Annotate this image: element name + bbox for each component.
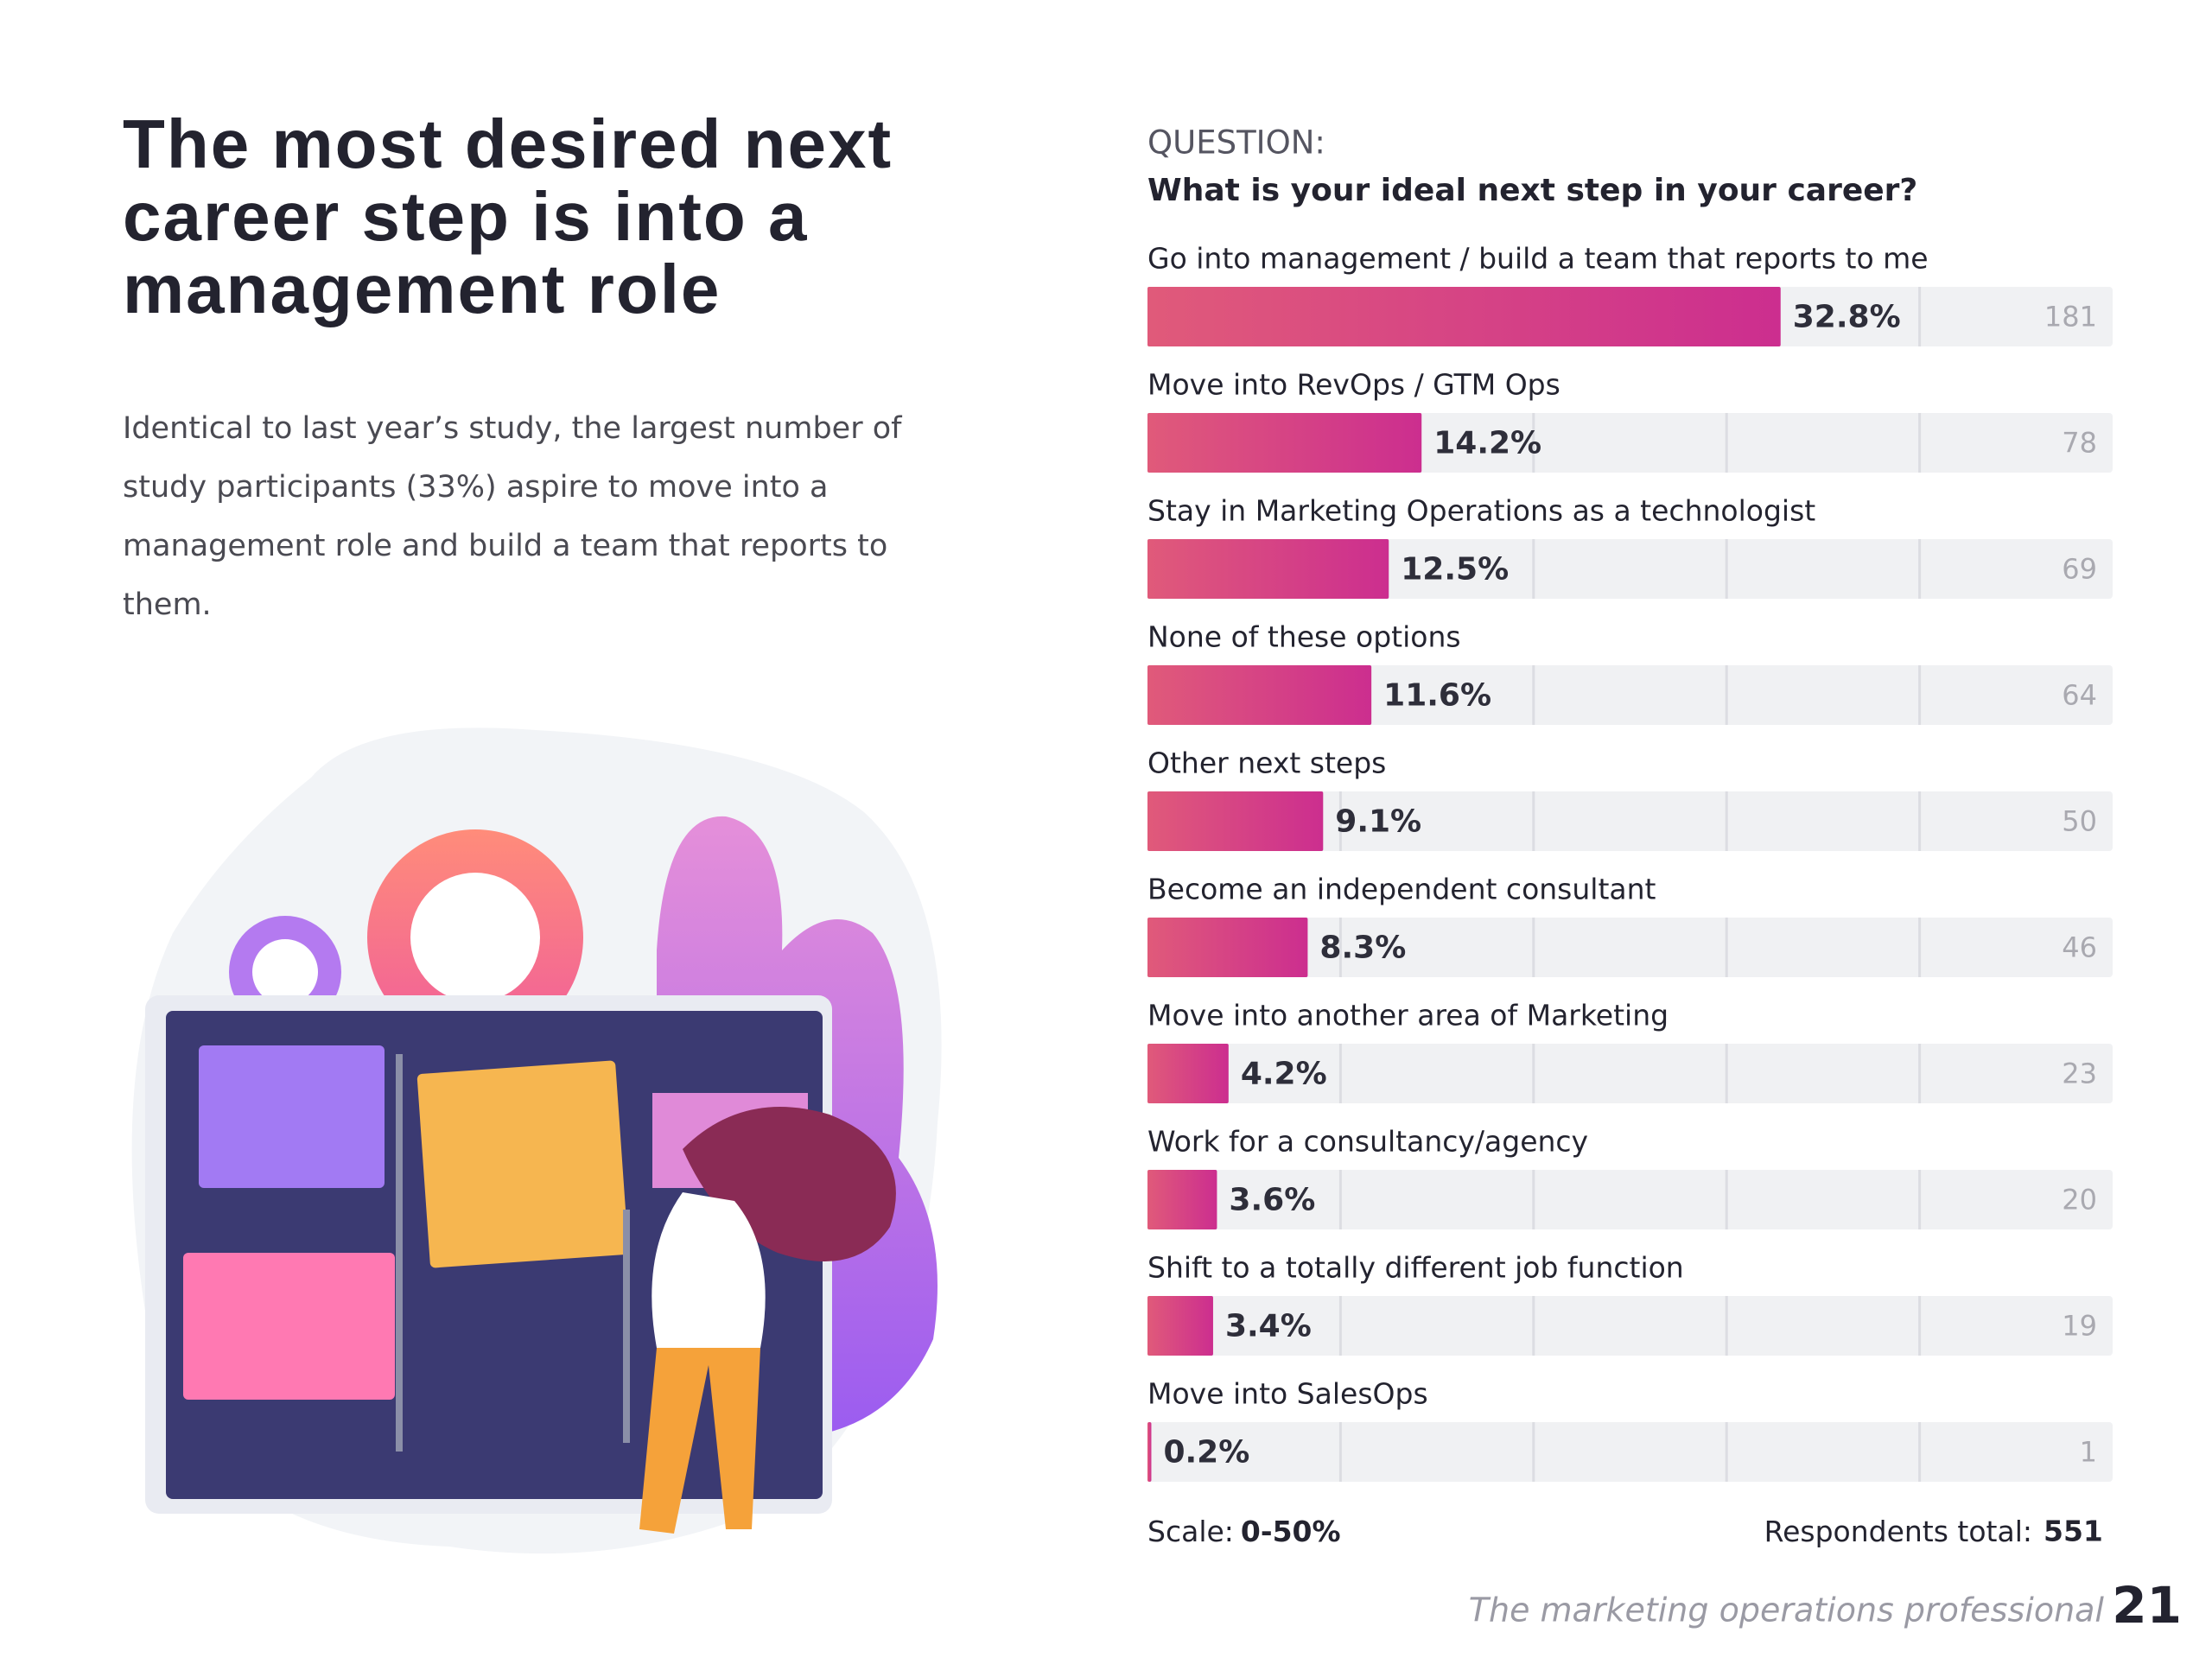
value-label: 3.6% [1229, 1183, 1315, 1218]
question-eyebrow: QUESTION: [1147, 124, 1325, 162]
publication: The marketing operations professional [1469, 1591, 2105, 1629]
illustration [131, 727, 942, 1554]
count-label: 20 [2062, 1184, 2097, 1217]
category-label: Move into another area of Marketing [1147, 999, 1669, 1032]
bar [1147, 539, 1389, 599]
bar [1147, 1044, 1229, 1103]
category-label: Move into RevOps / GTM Ops [1147, 368, 1560, 402]
count-label: 19 [2062, 1310, 2097, 1343]
category-label: Shift to a totally different job functio… [1147, 1251, 1684, 1285]
bar [1147, 791, 1324, 851]
value-label: 14.2% [1433, 426, 1541, 461]
bar-track [1147, 791, 2113, 851]
bar [1147, 1296, 1213, 1356]
count-label: 1 [2080, 1436, 2097, 1469]
scale-value: 0-50% [1241, 1515, 1341, 1548]
bar-track [1147, 1170, 2113, 1229]
bar [1147, 413, 1422, 473]
bar [1147, 287, 1781, 346]
category-label: Work for a consultancy/agency [1147, 1125, 1588, 1159]
count-label: 50 [2062, 805, 2097, 838]
bar-track [1147, 1296, 2113, 1356]
category-label: Become an independent consultant [1147, 873, 1656, 906]
category-label: None of these options [1147, 620, 1461, 654]
total: Respondents total: [1764, 1515, 2032, 1548]
value-label: 12.5% [1401, 552, 1509, 588]
value-label: 3.4% [1225, 1309, 1312, 1344]
bar [1147, 1422, 1152, 1482]
value-label: 32.8% [1793, 300, 1901, 335]
bar-track [1147, 1044, 2113, 1103]
bar [1147, 918, 1308, 977]
total-label: Respondents total: [1764, 1515, 2032, 1548]
scale-label: Scale: 0-50% [1147, 1515, 1341, 1548]
value-label: 11.6% [1383, 678, 1491, 714]
bar [1147, 665, 1372, 725]
category-label: Go into management / build a team that r… [1147, 242, 1929, 276]
count-label: 181 [2044, 301, 2097, 334]
intro-text: Identical to last year’s study, the larg… [123, 411, 902, 622]
bar-track [1147, 665, 2113, 725]
value-label: 9.1% [1335, 804, 1421, 840]
page-number: 21 [2112, 1576, 2182, 1635]
value-label: 4.2% [1241, 1057, 1327, 1092]
value-label: 0.2% [1163, 1435, 1249, 1471]
bar-track [1147, 918, 2113, 977]
count-label: 69 [2062, 553, 2097, 586]
count-label: 78 [2062, 427, 2097, 460]
total-value: 551 [2044, 1515, 2103, 1548]
value-label: 8.3% [1319, 931, 1406, 966]
scale-label: Scale: [1147, 1515, 1234, 1548]
bar [1147, 1170, 1217, 1229]
count-label: 23 [2062, 1058, 2097, 1090]
count-label: 46 [2062, 931, 2097, 964]
bar-track [1147, 1422, 2113, 1482]
category-label: Stay in Marketing Operations as a techno… [1147, 494, 1815, 528]
count-label: 64 [2062, 679, 2097, 712]
category-label: Other next steps [1147, 746, 1386, 780]
category-label: Move into SalesOps [1147, 1377, 1428, 1411]
question-text: What is your ideal next step in your car… [1147, 173, 1917, 208]
page-title: The most desired next career step is int… [123, 105, 893, 327]
